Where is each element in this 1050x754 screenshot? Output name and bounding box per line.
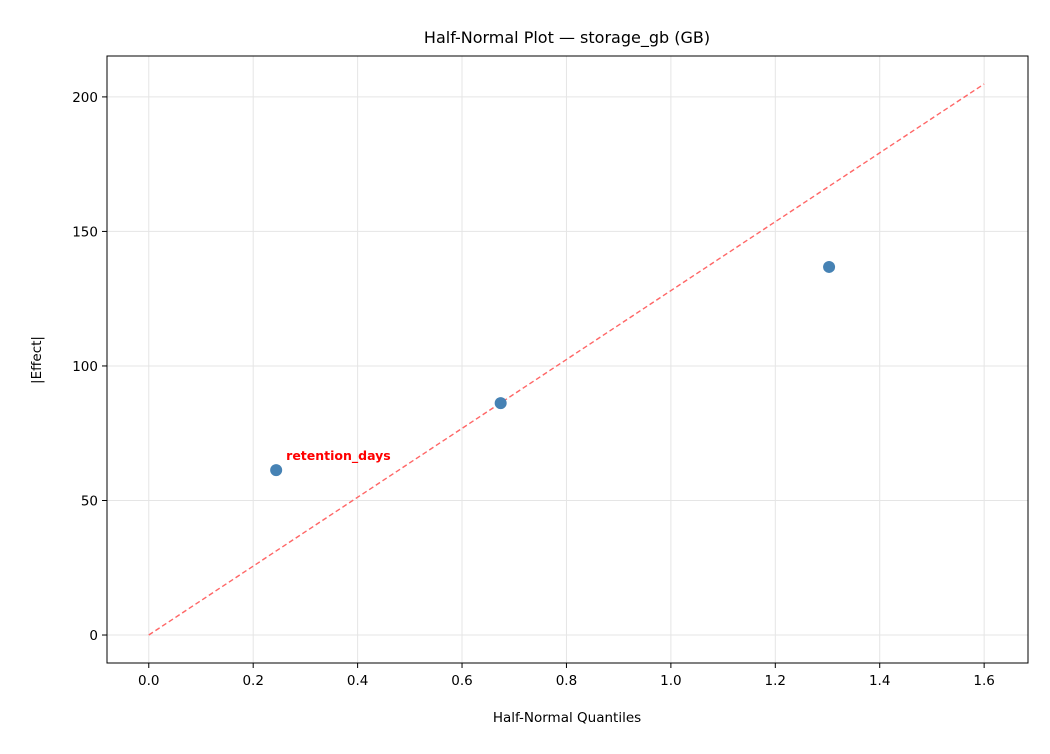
annotations-group: retention_days bbox=[286, 448, 391, 464]
y-axis-label: |Effect| bbox=[29, 336, 45, 384]
data-point bbox=[270, 464, 283, 477]
chart-title: Half-Normal Plot — storage_gb (GB) bbox=[424, 28, 710, 48]
x-axis-label: Half-Normal Quantiles bbox=[493, 710, 641, 726]
ticks-group: 0.0 0.2 0.4 0.6 0.8 1.0 1.2 1.4 1.6 0 50 100 150 200 bbox=[72, 90, 995, 689]
y-tick-label: 100 bbox=[72, 359, 98, 375]
reference-line-group bbox=[148, 83, 985, 636]
x-tick-label: 0.6 bbox=[451, 673, 472, 689]
data-point bbox=[823, 260, 836, 273]
data-point bbox=[494, 397, 507, 410]
points-group bbox=[270, 260, 836, 477]
y-tick-label: 50 bbox=[81, 493, 98, 509]
x-tick-label: 1.6 bbox=[973, 673, 994, 689]
x-tick-label: 0.0 bbox=[138, 673, 159, 689]
x-tick-label: 0.2 bbox=[242, 673, 263, 689]
x-tick-label: 1.4 bbox=[869, 673, 890, 689]
plot-frame bbox=[106, 55, 1029, 664]
x-tick-label: 0.8 bbox=[556, 673, 577, 689]
x-tick-label: 0.4 bbox=[347, 673, 368, 689]
x-tick-label: 1.0 bbox=[660, 673, 681, 689]
y-tick-label: 150 bbox=[72, 224, 98, 240]
point-annotation: retention_days bbox=[286, 448, 391, 464]
x-tick-label: 1.2 bbox=[765, 673, 786, 689]
y-tick-label: 200 bbox=[72, 90, 98, 106]
y-tick-label: 0 bbox=[89, 628, 98, 644]
reference-line bbox=[148, 83, 985, 636]
